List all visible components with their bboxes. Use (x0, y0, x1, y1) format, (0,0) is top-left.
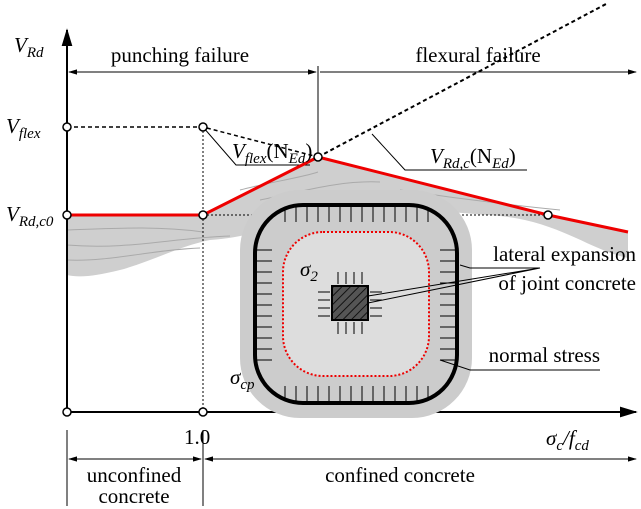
curve-label: Vflex(NEd) (232, 139, 312, 167)
level-label: VRd,c0 (6, 202, 54, 230)
diagram: VRd σc/fcd 1.0 Vflex VRd,c0 Vflex(NEd) V… (0, 0, 641, 509)
x-tick-label: 1.0 (184, 425, 210, 449)
x-axis-label: σc/fcd (546, 426, 589, 454)
level-label: Vflex (6, 114, 41, 142)
annotation: lateral expansion (493, 242, 636, 266)
zone-label: confined concrete (325, 463, 475, 487)
y-axis-label: VRd (14, 33, 44, 61)
curve-label: VRd,c(NEd) (430, 144, 516, 172)
zone-label: flexural failure (415, 43, 540, 67)
annotation: normal stress (489, 343, 600, 367)
zone-label: concrete (98, 484, 169, 508)
zone-label: punching failure (111, 43, 249, 67)
annotation: of joint concrete (498, 271, 636, 295)
